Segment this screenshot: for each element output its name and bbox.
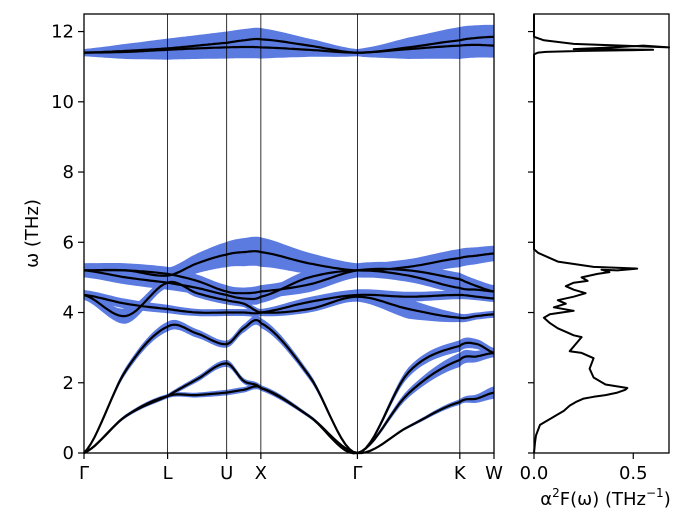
y-tick-label: 8: [63, 162, 74, 183]
high-symmetry-lines: [167, 14, 461, 453]
kpoint-label: K: [454, 463, 467, 484]
phonon-band-3: [83, 319, 495, 455]
phonon-band-9: [84, 43, 494, 54]
y-tick-label: 12: [51, 22, 74, 43]
eliashberg-plot-frame: [533, 13, 670, 454]
y-tick-label: 0: [63, 443, 74, 464]
y-tick-label: 2: [63, 373, 74, 394]
kpoint-label: Γ: [79, 463, 89, 484]
eliashberg-y-ticks: [528, 30, 534, 454]
fatband-3: [84, 315, 494, 453]
fatband-1: [84, 383, 494, 453]
eliashberg-x-ticks: 0.0 0.5: [520, 453, 648, 484]
kpoint-label: U: [220, 463, 233, 484]
phonon-band-1: [83, 385, 495, 455]
band-y-ticks: 0 2 4 6 8 10 12: [51, 22, 84, 464]
kpoint-label: Γ: [352, 463, 362, 484]
kpoint-label: X: [255, 463, 267, 484]
xlabel-part-main: F(ω) (THz: [560, 489, 646, 510]
phonon-band-7: [84, 267, 495, 295]
phonon-band-10: [83, 35, 495, 54]
phonon-band-6: [83, 269, 494, 301]
fatband-layer: [84, 24, 494, 453]
eliashberg-x-axis-label: α2F(ω) (THz−1): [540, 486, 670, 510]
phonon-bands: [83, 35, 495, 455]
band-y-axis-label: ω (THz): [22, 199, 43, 268]
xlabel-part-alpha: α: [540, 489, 552, 510]
y-tick-label: 10: [51, 92, 74, 113]
x-tick-label: 0.5: [619, 463, 648, 484]
xlabel-part-close: ): [664, 489, 671, 510]
eliashberg-plot: 0.0 0.5 α2F(ω) (THz−1): [520, 13, 671, 510]
eliashberg-function: [533, 14, 670, 454]
xlabel-superscript-2: 2: [552, 486, 560, 500]
eliashberg-curve: [533, 14, 670, 454]
y-tick-label: 4: [63, 303, 74, 324]
y-tick-label: 6: [63, 232, 74, 253]
phonon-band-8: [84, 250, 495, 277]
kpoint-label: W: [485, 463, 503, 484]
xlabel-superscript-neg1: −1: [646, 486, 664, 500]
band-plot-frame: [83, 13, 495, 454]
x-tick-label: 0.0: [520, 463, 549, 484]
phonon-band-2: [83, 351, 495, 455]
fatband-2: [84, 348, 494, 453]
kpoint-label: L: [163, 463, 173, 484]
phonon-band-5: [83, 293, 495, 315]
